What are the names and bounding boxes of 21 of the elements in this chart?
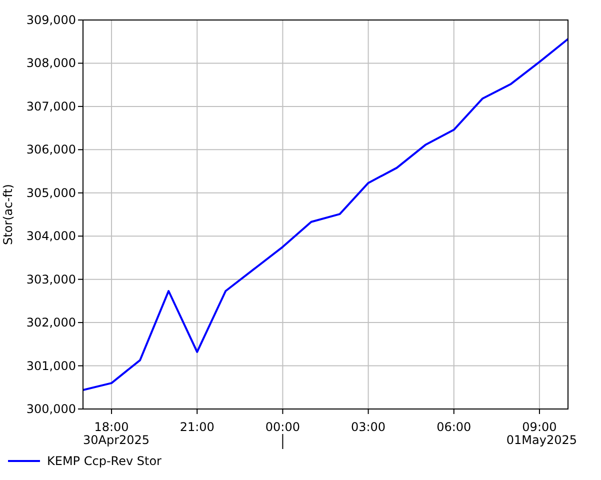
y-tick-label: 300,000: [26, 402, 76, 416]
y-axis-title: Stor(ac-ft): [1, 184, 15, 245]
x-tick-label: 03:00: [350, 420, 386, 434]
y-tick-label: 309,000: [26, 13, 76, 27]
y-tick-label: 305,000: [26, 186, 76, 200]
x-tick-label: 06:00: [436, 420, 472, 434]
y-tick-label: 301,000: [26, 358, 76, 373]
y-tick-label: 307,000: [26, 99, 76, 114]
y-tick-label: 304,000: [26, 229, 76, 244]
text: 30Apr2025: [83, 433, 150, 447]
text: 01May2025: [506, 433, 577, 447]
legend-label: KEMP Ccp-Rev Stor: [47, 454, 162, 468]
x-tick-label: 21:00: [180, 420, 214, 434]
x-tick-label: 00:00: [265, 420, 300, 434]
y-tick-label: 306,000: [26, 142, 76, 157]
y-tick-label: 308,000: [26, 56, 76, 70]
line-series: [83, 38, 568, 391]
x-tick-label: 09:00: [522, 420, 557, 434]
y-tick-label: 303,000: [26, 272, 76, 286]
y-tick-label: 302,000: [26, 316, 76, 330]
x-tick-label: 18:00: [94, 420, 129, 434]
